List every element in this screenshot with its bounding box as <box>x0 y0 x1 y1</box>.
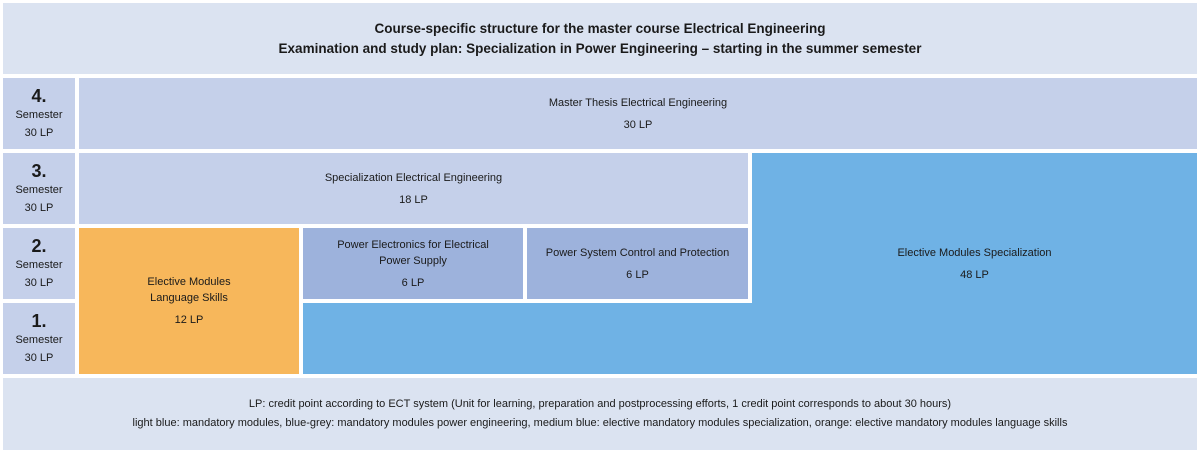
module-credits: 18 LP <box>399 193 428 206</box>
semester-1-label: 1. Semester 30 LP <box>3 303 75 374</box>
module-credits: 6 LP <box>626 268 649 281</box>
semester-credits: 30 LP <box>24 126 54 139</box>
semester-word: Semester <box>15 333 63 346</box>
module-credits: 6 LP <box>401 276 425 289</box>
plan-header: Course-specific structure for the master… <box>3 3 1197 74</box>
semester-word: Semester <box>15 258 63 271</box>
semester-credits: 30 LP <box>24 276 54 289</box>
semester-number: 1. <box>31 310 47 331</box>
module-name: Master Thesis Electrical Engineering <box>548 96 728 109</box>
plan-legend: LP: credit point according to ECT system… <box>3 378 1197 450</box>
plan-title-line1: Course-specific structure for the master… <box>374 20 826 36</box>
module-specialization-ee: Specialization Electrical Engineering 18… <box>79 153 748 224</box>
module-master-thesis: Master Thesis Electrical Engineering 30 … <box>79 78 1197 149</box>
module-name: Specialization Electrical Engineering <box>324 171 503 184</box>
semester-2-label: 2. Semester 30 LP <box>3 228 75 299</box>
module-power-electronics: Power Electronics for Electrical Power S… <box>303 228 523 299</box>
legend-color-key: light blue: mandatory modules, blue-grey… <box>132 417 1068 429</box>
semester-3-label: 3. Semester 30 LP <box>3 153 75 224</box>
module-credits: 48 LP <box>960 268 989 281</box>
legend-credit-point-note: LP: credit point according to ECT system… <box>248 398 952 410</box>
module-name-line1: Power Electronics for Electrical <box>337 238 489 251</box>
module-name-line1: Elective Modules <box>147 276 231 288</box>
module-elective-specialization: Elective Modules Specialization 48 LP <box>752 153 1197 374</box>
semester-number: 2. <box>31 235 47 256</box>
semester-word: Semester <box>15 108 63 121</box>
module-credits: 30 LP <box>623 118 653 131</box>
plan-title-line2: Examination and study plan: Specializati… <box>278 40 922 56</box>
semester-credits: 30 LP <box>24 351 54 364</box>
semester-word: Semester <box>15 183 63 196</box>
semester-credits: 30 LP <box>24 201 54 214</box>
semester-4-label: 4. Semester 30 LP <box>3 78 75 149</box>
semester-number: 4. <box>31 85 47 106</box>
module-name: Power System Control and Protection <box>545 246 730 259</box>
semester-number: 3. <box>31 160 47 181</box>
module-name: Elective Modules Specialization <box>897 246 1052 259</box>
module-credits: 12 LP <box>174 314 204 326</box>
module-name-line2: Power Supply <box>379 254 447 267</box>
module-language-skills: Elective Modules Language Skills 12 LP <box>79 228 299 374</box>
module-power-system-control: Power System Control and Protection 6 LP <box>527 228 748 299</box>
module-name-line2: Language Skills <box>150 292 228 304</box>
